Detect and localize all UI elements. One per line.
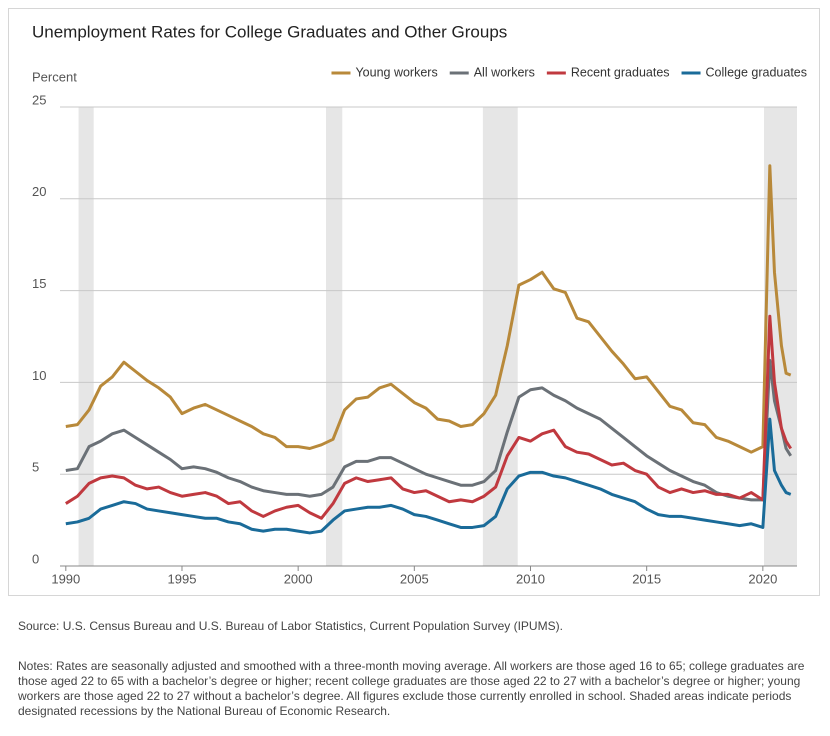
x-tick-label: 2020 bbox=[748, 571, 777, 586]
recession-band bbox=[78, 107, 94, 566]
x-tick-label: 1995 bbox=[168, 571, 197, 586]
series-line bbox=[65, 417, 792, 535]
chart-frame bbox=[8, 8, 820, 596]
chart: Unemployment Rates for College Graduates… bbox=[32, 22, 807, 586]
legend-label: Recent graduates bbox=[571, 65, 670, 79]
y-tick-label: 20 bbox=[32, 184, 46, 199]
y-tick-label: 10 bbox=[32, 368, 46, 383]
series-line bbox=[65, 164, 792, 454]
legend-label: All workers bbox=[474, 65, 535, 79]
recession-band bbox=[482, 107, 518, 566]
x-tick-label: 2010 bbox=[516, 571, 545, 586]
y-tick-label: 5 bbox=[32, 460, 39, 475]
recession-band bbox=[326, 107, 343, 566]
x-tick-label: 2015 bbox=[632, 571, 661, 586]
notes: Notes: Rates are seasonally adjusted and… bbox=[18, 659, 805, 718]
series-line bbox=[65, 314, 792, 520]
y-tick-label: 0 bbox=[32, 551, 39, 566]
source: Source: U.S. Census Bureau and U.S. Bure… bbox=[18, 619, 563, 633]
legend-label: College graduates bbox=[706, 65, 807, 79]
series-line bbox=[65, 358, 792, 502]
chart-title: Unemployment Rates for College Graduates… bbox=[32, 22, 507, 41]
x-tick-label: 2000 bbox=[284, 571, 313, 586]
y-tick-label: 15 bbox=[32, 276, 46, 291]
y-axis-label: Percent bbox=[32, 69, 77, 84]
y-tick-label: 25 bbox=[32, 92, 46, 107]
x-tick-label: 1990 bbox=[51, 571, 80, 586]
legend-label: Young workers bbox=[355, 65, 437, 79]
x-tick-label: 2005 bbox=[400, 571, 429, 586]
